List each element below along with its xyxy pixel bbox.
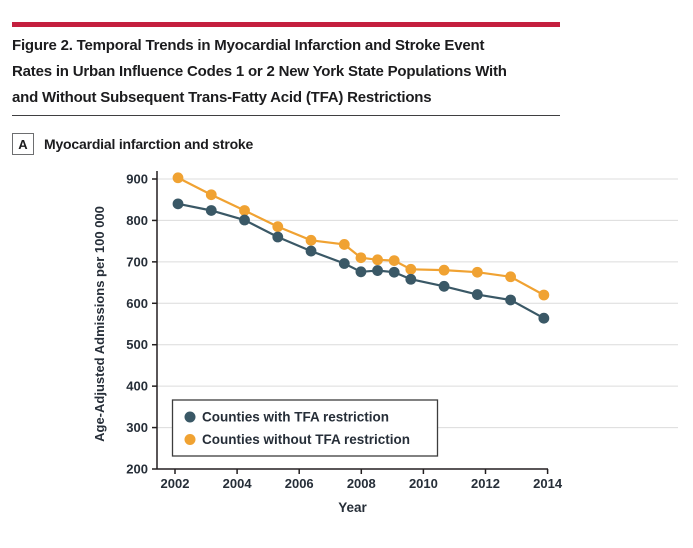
panel-label-row: A Myocardial infarction and stroke (12, 133, 253, 155)
data-point (272, 231, 284, 243)
data-point (355, 252, 367, 264)
data-point (305, 245, 317, 257)
legend-marker (184, 411, 196, 423)
x-axis: 2002 2004 2006 2008 2010 2012 2014 Year (157, 468, 563, 515)
legend-marker (184, 434, 196, 445)
data-point (405, 263, 417, 275)
data-point (272, 221, 284, 233)
y-tick-label: 800 (126, 213, 148, 228)
data-point (471, 266, 483, 278)
data-point (471, 289, 483, 300)
data-point (438, 264, 450, 276)
series-counties-with-tfa-restriction (172, 198, 550, 324)
accent-bar (12, 22, 560, 27)
data-point (305, 234, 317, 246)
data-point (405, 273, 417, 285)
title-divider (12, 115, 560, 116)
y-tick-label: 900 (126, 172, 148, 187)
data-point (505, 294, 516, 306)
x-tick-label: 2012 (471, 476, 500, 491)
data-point (205, 189, 217, 201)
data-point (505, 271, 516, 283)
data-point (205, 205, 217, 216)
legend-item-label: Counties with TFA restriction (202, 410, 389, 425)
data-point (172, 172, 184, 184)
y-tick-label: 500 (126, 337, 148, 352)
y-tick-label: 300 (126, 420, 148, 435)
panel-a-label: A (12, 133, 34, 155)
series-line (177, 176, 545, 296)
data-point (355, 266, 367, 278)
legend: Counties with TFA restriction Counties wi… (171, 399, 439, 457)
series-counties-without-tfa-restriction (172, 172, 550, 301)
data-point (538, 312, 550, 324)
data-point (372, 254, 383, 266)
y-axis-title: Age-Adjusted Admissions per 100 000 (92, 206, 107, 442)
legend-box (171, 399, 439, 457)
y-tick-label: 200 (126, 462, 148, 477)
data-point (239, 205, 250, 216)
data-point (372, 265, 383, 276)
y-tick-label: 700 (126, 254, 148, 269)
chart-svg: 200 300 400 500 600 700 800 900 Age-Adjusted Adm… (92, 171, 678, 515)
x-tick-label: 2004 (223, 476, 253, 491)
x-tick-label: 2002 (161, 476, 190, 491)
y-tick-label: 400 (126, 379, 148, 394)
data-point (388, 255, 400, 267)
data-point (338, 239, 350, 250)
data-point (538, 289, 550, 301)
y-axis: 200 300 400 500 600 700 800 900 Age-Adjusted Adm… (92, 171, 158, 477)
series-line (177, 202, 545, 320)
legend-item-label: Counties without TFA restriction (202, 432, 410, 447)
y-tick-label: 600 (126, 296, 148, 311)
x-tick-label: 2006 (285, 476, 314, 491)
data-point (239, 214, 250, 226)
data-point (172, 198, 184, 210)
figure-title: Figure 2. Temporal Trends in Myocardial … (12, 37, 507, 106)
data-point (388, 266, 400, 278)
x-tick-label: 2010 (409, 476, 438, 491)
data-point (438, 280, 450, 292)
x-axis-title: Year (338, 500, 367, 515)
x-tick-label: 2014 (533, 476, 563, 491)
data-point (338, 258, 350, 269)
x-tick-label: 2008 (347, 476, 376, 491)
panel-a-title: Myocardial infarction and stroke (44, 136, 254, 152)
